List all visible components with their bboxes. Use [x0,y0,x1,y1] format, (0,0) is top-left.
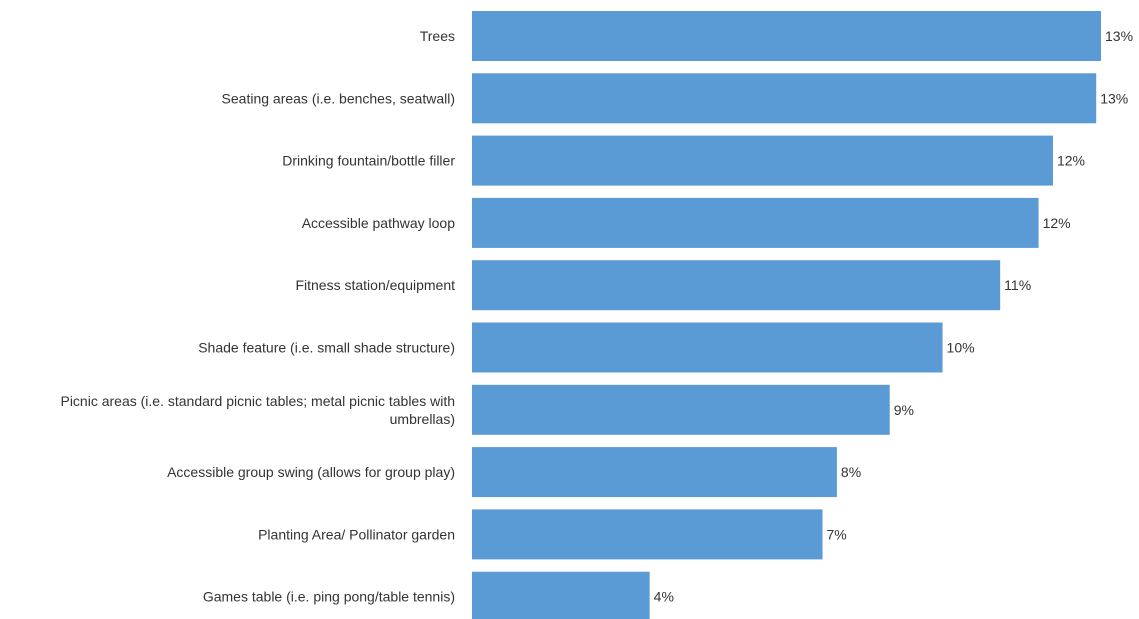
category-label-line: Fitness station/equipment [295,277,455,293]
category-label-6: Shade feature (i.e. small shade structur… [198,340,455,356]
bar-1 [472,11,1101,61]
bar-8 [472,447,837,498]
category-labels-layer: Trees Seating areas (i.e. benches, seatwa… [60,28,455,605]
category-label-line: Games table (i.e. ping pong/table tennis… [203,589,455,605]
value-label-5: 11% [1004,277,1031,293]
category-label-line: umbrellas) [390,411,455,427]
category-label-7: Picnic areas (i.e. standard picnic table… [60,393,455,427]
category-label-4: Accessible pathway loop [302,215,456,231]
category-label-1: Trees [420,28,455,44]
value-label-8: 8% [841,464,861,480]
value-label-3: 12% [1057,153,1085,169]
value-labels-layer: 13% 13% 12% 12% 11% 10% 9% 8% 7% 4% [654,28,1133,605]
category-label-line: Accessible group swing (allows for group… [167,464,455,480]
category-label-line: Shade feature (i.e. small shade structur… [198,340,455,356]
category-label-5: Fitness station/equipment [295,277,455,293]
category-label-line: Accessible pathway loop [302,215,456,231]
category-label-10: Games table (i.e. ping pong/table tennis… [203,589,455,605]
bar-5 [472,260,1001,311]
value-label-2: 13% [1100,90,1128,106]
bar-2 [472,73,1097,124]
category-label-line: Picnic areas (i.e. standard picnic table… [60,393,455,409]
value-label-7: 9% [894,402,914,418]
category-label-8: Accessible group swing (allows for group… [167,464,455,480]
value-label-4: 12% [1043,215,1071,231]
value-label-1: 13% [1105,28,1133,44]
bar-9 [472,509,823,560]
bar-10 [472,571,650,619]
category-label-line: Seating areas (i.e. benches, seatwall) [222,90,455,106]
bars-layer [472,11,1101,619]
category-label-3: Drinking fountain/bottle filler [282,153,455,169]
value-label-9: 7% [827,526,847,542]
bar-7 [472,384,890,435]
bar-4 [472,197,1039,248]
value-label-10: 4% [654,589,674,605]
value-label-6: 10% [947,340,975,356]
category-label-2: Seating areas (i.e. benches, seatwall) [222,90,455,106]
bar-6 [472,322,943,373]
category-label-line: Planting Area/ Pollinator garden [258,526,455,542]
category-label-9: Planting Area/ Pollinator garden [258,526,455,542]
bar-3 [472,135,1053,186]
category-label-line: Drinking fountain/bottle filler [282,153,455,169]
category-label-line: Trees [420,28,455,44]
